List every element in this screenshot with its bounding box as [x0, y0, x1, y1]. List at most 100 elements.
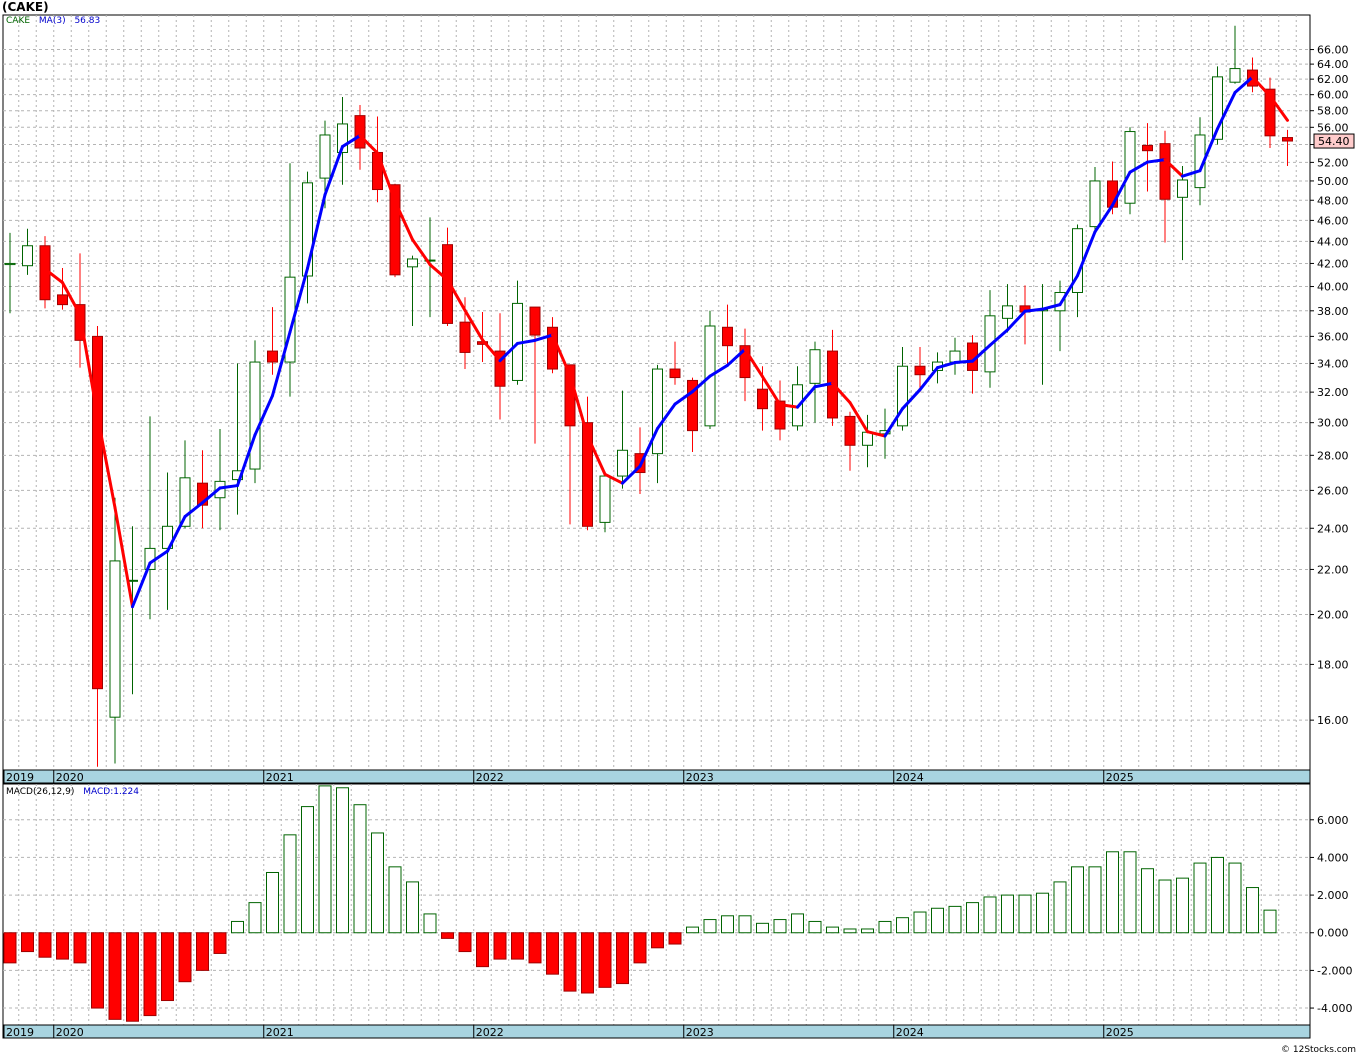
candle-body — [92, 335, 103, 690]
ma-line-segment — [61, 281, 82, 317]
candle-body — [669, 368, 681, 379]
price-tick-label: 46.00 — [1317, 214, 1349, 227]
ma-line-segment — [183, 501, 204, 519]
ma-line-segment — [78, 313, 99, 418]
price-tick-label: 40.00 — [1317, 281, 1349, 294]
candle-body — [1159, 143, 1171, 200]
credit-text: © 12Stocks.com — [1281, 1045, 1356, 1055]
ma-line-segment — [1146, 158, 1167, 164]
ma-line-segment — [148, 549, 169, 565]
candle-body — [757, 388, 768, 410]
price-tick-label: 22.00 — [1317, 563, 1349, 576]
candle-body — [407, 258, 418, 268]
macd-bar — [546, 932, 559, 975]
price-tick-label: 52.00 — [1317, 156, 1349, 169]
candle-body — [617, 449, 628, 477]
macd-bar — [773, 919, 787, 934]
ma-line-segment — [866, 430, 887, 438]
ma-line-segment — [166, 515, 187, 553]
macd-bar — [213, 932, 227, 954]
year-label: 2020 — [56, 771, 84, 784]
ma-line-segment — [1093, 203, 1114, 234]
macd-bar — [861, 928, 874, 934]
candle-body — [354, 115, 366, 149]
year-label: 2023 — [686, 771, 714, 784]
macd-bar — [56, 932, 69, 960]
ma-line-segment — [603, 472, 624, 485]
macd-legend: MACD(26,12,9) MACD:1.224 — [6, 787, 139, 797]
macd-bar — [791, 913, 804, 934]
ma-line-segment — [1006, 309, 1027, 332]
candle-body — [1212, 76, 1223, 140]
macd-bar — [1211, 856, 1224, 934]
candle-body — [179, 477, 191, 527]
macd-bar — [371, 832, 384, 934]
macd-tick-label: -2.000 — [1317, 964, 1352, 977]
macd-bar — [318, 785, 332, 934]
macd-bar — [1036, 892, 1049, 934]
ma-line-segment — [586, 434, 607, 476]
ma-line-segment — [253, 394, 274, 437]
ma-line-segment — [796, 385, 817, 409]
macd-bar — [388, 866, 402, 934]
year-label: 2021 — [266, 1026, 294, 1039]
ma-line-segment — [428, 263, 449, 282]
macd-bar — [493, 932, 507, 960]
price-tick-label: 30.00 — [1317, 417, 1349, 430]
macd-bar — [528, 932, 542, 964]
macd-bar — [476, 932, 489, 968]
candle-body — [582, 422, 593, 527]
ma-line-segment — [411, 238, 432, 267]
macd-bar — [598, 932, 612, 988]
ma-line-segment — [1181, 169, 1202, 178]
candle-body — [722, 326, 733, 347]
ma-line-segment — [936, 361, 957, 370]
ma-line-segment — [761, 375, 782, 407]
ma-line-segment — [1041, 303, 1062, 311]
candle-body — [1282, 137, 1293, 142]
macd-bar — [3, 932, 17, 964]
candle-body — [337, 123, 348, 153]
price-tick-label: 28.00 — [1317, 449, 1349, 462]
year-label: 2024 — [896, 1026, 924, 1039]
macd-bar — [1263, 909, 1277, 934]
ma-line-segment — [988, 328, 1009, 347]
macd-bar — [266, 871, 279, 934]
candle-body — [529, 306, 541, 336]
candle-body — [1229, 68, 1241, 83]
year-label: 2025 — [1106, 1026, 1134, 1039]
candle-body — [599, 475, 611, 523]
macd-bar — [1106, 851, 1119, 934]
macd-tick-label: 6.000 — [1317, 814, 1349, 827]
candle-body — [494, 350, 506, 387]
macd-bar — [983, 896, 997, 934]
price-tick-label: 18.00 — [1317, 658, 1349, 671]
candle-body — [774, 400, 786, 430]
candle-body — [1054, 291, 1066, 312]
candle-body — [372, 151, 383, 191]
ma-line-segment — [446, 278, 467, 312]
macd-legend-value: MACD:1.224 — [83, 787, 140, 797]
candle-body — [319, 134, 331, 179]
macd-bar — [1088, 866, 1102, 934]
macd-bar — [948, 905, 962, 934]
ma-line-segment — [201, 486, 222, 505]
macd-bar — [336, 787, 349, 934]
ma-line-segment — [813, 381, 834, 389]
candle-body — [197, 482, 208, 506]
macd-bar — [633, 932, 647, 964]
ma-line-segment — [1058, 274, 1079, 307]
year-label: 2025 — [1106, 771, 1134, 784]
ma-line-segment — [831, 381, 852, 405]
ma-line-segment — [1216, 91, 1237, 131]
ma-line-segment — [533, 333, 554, 342]
candle-body — [809, 349, 821, 384]
macd-bar — [808, 920, 822, 934]
ma-line-segment — [638, 426, 659, 468]
macd-bar — [686, 926, 699, 934]
ma-line-segment — [568, 373, 589, 438]
candle-body — [1089, 180, 1101, 228]
price-tick-label: 44.00 — [1317, 235, 1349, 248]
macd-bar — [826, 926, 839, 934]
price-tick-label: 62.00 — [1317, 73, 1349, 86]
